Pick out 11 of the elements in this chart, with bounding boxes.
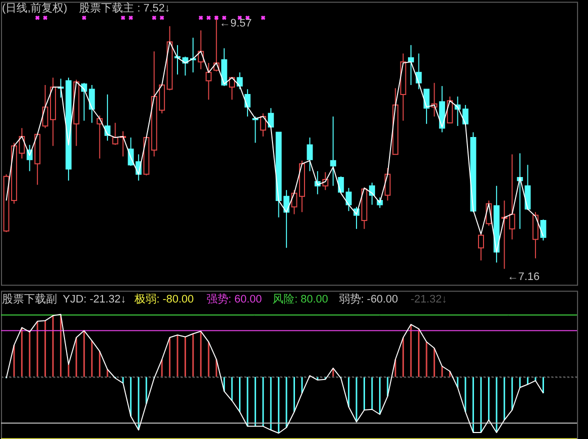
text: ←7.16 [507, 270, 540, 283]
text: -21.32↓ [410, 294, 448, 306]
annotation: ←9.57 [219, 18, 252, 30]
text: YJD: -21.32↓ [62, 294, 126, 306]
chart-title: (日线,前复权) [2, 2, 68, 15]
text: 极弱: -80.00 [134, 294, 194, 306]
text: 弱势: -60.00 [338, 292, 398, 306]
text: 强势: 60.00 [206, 292, 262, 306]
chart-title: 股票下载副 [2, 292, 57, 306]
text: 股票下载主 : 7.52↓ [79, 2, 170, 15]
text: 风险: 80.00 [272, 294, 328, 306]
